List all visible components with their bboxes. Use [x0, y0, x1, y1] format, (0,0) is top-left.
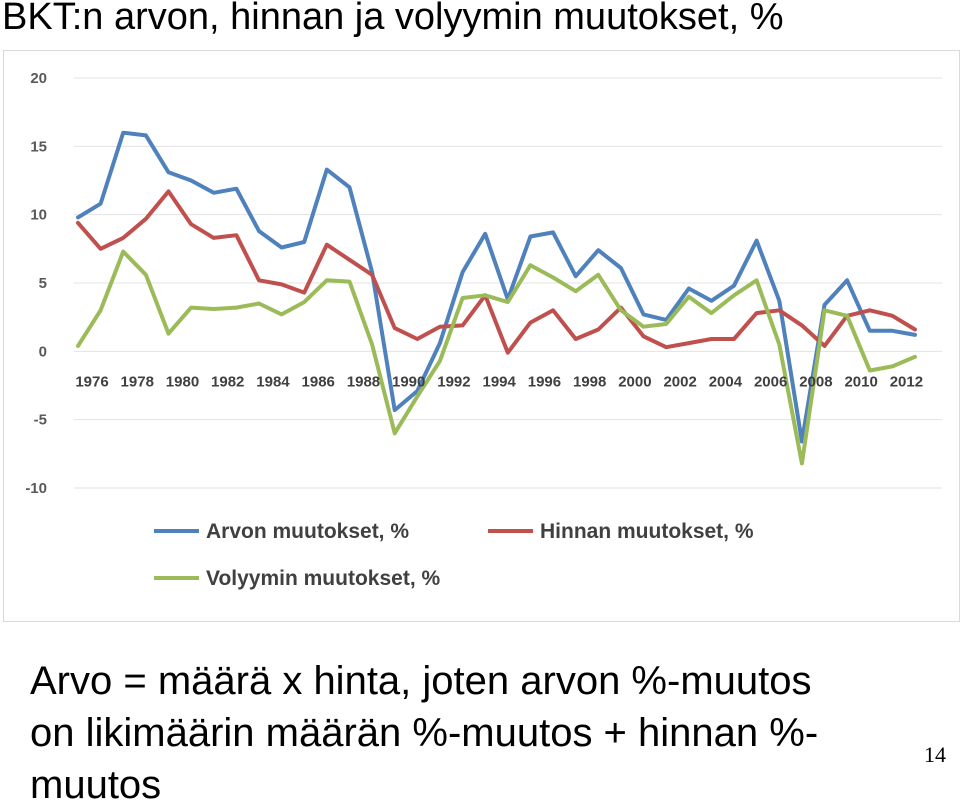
y-tick-label: -5 — [34, 412, 47, 429]
x-tick-label: 1976 — [75, 373, 108, 390]
x-tick-label: 1990 — [392, 373, 425, 390]
x-tick-label: 1978 — [121, 373, 154, 390]
y-tick-label: 10 — [30, 207, 47, 224]
x-tick-label: 2000 — [618, 373, 651, 390]
chart-frame: 20 15 10 5 0 -5 -10 1976 1978 1980 1982 1984 1986 19… — [3, 50, 960, 622]
x-tick-label: 2012 — [890, 373, 923, 390]
x-tick-label: 1994 — [483, 373, 517, 390]
y-tick-label: 20 — [30, 70, 47, 87]
gridlines — [74, 77, 942, 489]
caption-text: Arvo = määrä x hinta, joten arvon %-muut… — [30, 659, 819, 807]
x-tick-label: 2002 — [663, 373, 696, 390]
series-line-3 — [76, 249, 917, 466]
y-tick-label: 15 — [30, 138, 47, 155]
x-tick-label: 1986 — [302, 373, 335, 390]
x-tick-label: 1998 — [573, 373, 606, 390]
x-tick-label: 1980 — [166, 373, 199, 390]
legend-label-3: Volyymin muutokset, % — [206, 567, 440, 590]
legend-label-2: Hinnan muutokset, % — [540, 520, 754, 543]
x-tick-label: 1982 — [211, 373, 244, 390]
x-tick-label: 1988 — [347, 373, 380, 390]
legend-label-1: Arvon muutokset, % — [206, 520, 409, 543]
x-tick-label: 2010 — [844, 373, 877, 390]
x-tick-label: 1984 — [256, 373, 290, 390]
page-number: 14 — [924, 742, 946, 767]
x-axis-ticks: 1976 1978 1980 1982 1984 1986 1988 1990 1992 1994… — [75, 373, 923, 390]
y-tick-label: 5 — [39, 275, 47, 292]
slide-title: BKT:n arvon, hinnan ja volyymin muutokse… — [2, 0, 784, 38]
series-line-2 — [76, 189, 917, 355]
y-tick-label: 0 — [39, 343, 47, 360]
series-line-1 — [76, 130, 917, 444]
y-axis-ticks: 20 15 10 5 0 -5 -10 — [25, 70, 47, 497]
x-tick-label: 2006 — [754, 373, 787, 390]
legend: Arvon muutokset, % Hinnan muutokset, % Vol… — [154, 520, 754, 590]
x-tick-label: 1996 — [528, 373, 561, 390]
series-lines — [76, 130, 917, 466]
x-tick-label: 1992 — [437, 373, 470, 390]
y-tick-label: -10 — [25, 480, 47, 497]
x-tick-label: 2004 — [709, 373, 743, 390]
x-tick-label: 2008 — [799, 373, 832, 390]
